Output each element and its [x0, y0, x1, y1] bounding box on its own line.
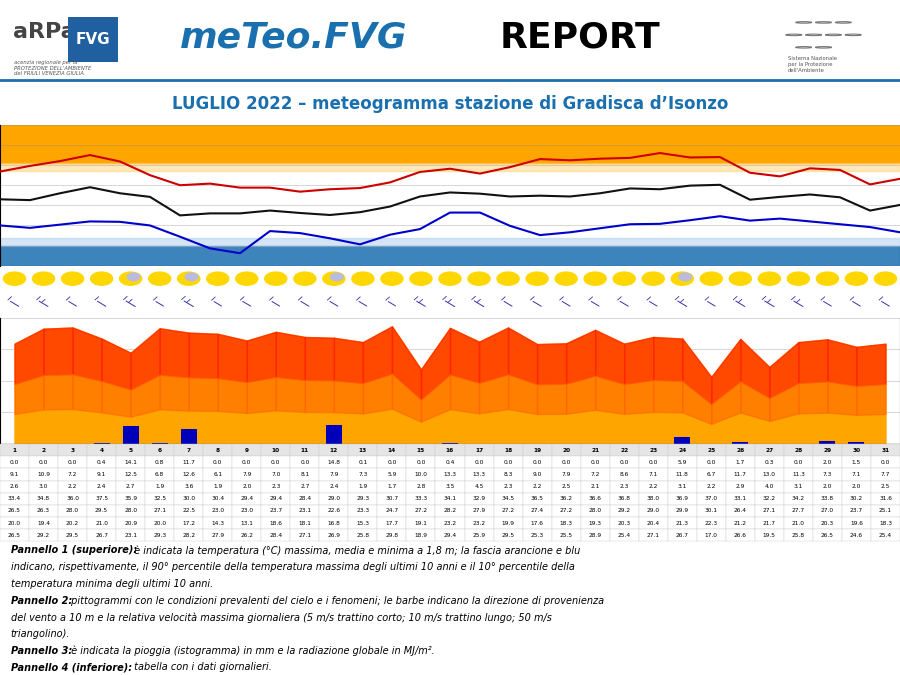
Bar — [733, 442, 748, 444]
Circle shape — [127, 273, 140, 281]
Circle shape — [679, 273, 691, 281]
Circle shape — [61, 272, 84, 286]
Text: è indicata la pioggia (istogramma) in mm e la radiazione globale in MJ/m².: è indicata la pioggia (istogramma) in mm… — [68, 645, 435, 656]
Circle shape — [439, 272, 461, 286]
Circle shape — [148, 272, 171, 286]
Circle shape — [330, 273, 343, 281]
Bar — [122, 426, 139, 444]
Circle shape — [759, 272, 780, 286]
Circle shape — [671, 272, 693, 286]
Circle shape — [643, 272, 664, 286]
Text: aRPa: aRPa — [14, 22, 76, 42]
Text: indicano, rispettivamente, il 90° percentile della temperatura massima degli ult: indicano, rispettivamente, il 90° percen… — [11, 562, 575, 572]
Text: LUGLIO 2022 – meteogramma stazione di Gradisca d’Isonzo: LUGLIO 2022 – meteogramma stazione di Gr… — [172, 95, 728, 113]
Circle shape — [729, 272, 751, 286]
Bar — [674, 437, 690, 444]
Circle shape — [177, 272, 200, 286]
Bar — [849, 442, 864, 444]
Circle shape — [497, 272, 519, 286]
Text: temperatura minima degli ultimi 10 anni.: temperatura minima degli ultimi 10 anni. — [11, 579, 213, 589]
Circle shape — [816, 272, 839, 286]
Circle shape — [91, 272, 112, 286]
Circle shape — [323, 272, 345, 286]
Circle shape — [207, 272, 229, 286]
Circle shape — [788, 272, 809, 286]
Text: Pannello 1 (superiore):: Pannello 1 (superiore): — [11, 545, 137, 556]
Text: FVG: FVG — [76, 32, 111, 47]
Text: è indicata la temperatura (°C) massima, media e minima a 1,8 m; la fascia aranci: è indicata la temperatura (°C) massima, … — [130, 545, 580, 556]
Circle shape — [381, 272, 403, 286]
Circle shape — [613, 272, 635, 286]
Text: REPORT: REPORT — [500, 20, 661, 55]
Text: Pannello 2:: Pannello 2: — [11, 595, 72, 605]
Circle shape — [120, 272, 141, 286]
Text: triangolino).: triangolino). — [11, 629, 70, 639]
Circle shape — [468, 272, 490, 286]
Circle shape — [265, 272, 287, 286]
Text: tabella con i dati giornalieri.: tabella con i dati giornalieri. — [130, 662, 272, 672]
Circle shape — [555, 272, 577, 286]
Bar — [68, 17, 118, 62]
Text: acenzia regionale per la
PROTEZIONE DELL'AMBIENTE
del FRIULI VENEZIA GIULIA: acenzia regionale per la PROTEZIONE DELL… — [14, 60, 91, 76]
Bar — [181, 429, 197, 444]
Circle shape — [4, 272, 25, 286]
Circle shape — [293, 272, 316, 286]
Circle shape — [32, 272, 55, 286]
Text: Pannello 3:: Pannello 3: — [11, 645, 72, 655]
Circle shape — [352, 272, 374, 286]
Circle shape — [185, 273, 198, 281]
Circle shape — [584, 272, 607, 286]
Text: pittogrammi con le condizioni prevalenti del cielo e i fenomeni; le barbe indica: pittogrammi con le condizioni prevalenti… — [68, 595, 604, 605]
Circle shape — [236, 272, 257, 286]
Bar — [152, 443, 167, 444]
Text: Sistema Nazionale
per la Protezione
dell'Ambiente: Sistema Nazionale per la Protezione dell… — [788, 57, 836, 73]
Circle shape — [875, 272, 896, 286]
Circle shape — [410, 272, 432, 286]
Circle shape — [845, 272, 868, 286]
Bar — [326, 425, 342, 444]
Text: meTeo.FVG: meTeo.FVG — [180, 20, 408, 55]
Bar — [819, 441, 835, 444]
Circle shape — [526, 272, 548, 286]
Text: del vento a 10 m e la relativa velocità massima giornaliera (5 m/s trattino cort: del vento a 10 m e la relativa velocità … — [11, 612, 552, 623]
Text: Pannello 4 (inferiore):: Pannello 4 (inferiore): — [11, 662, 132, 672]
Circle shape — [700, 272, 723, 286]
